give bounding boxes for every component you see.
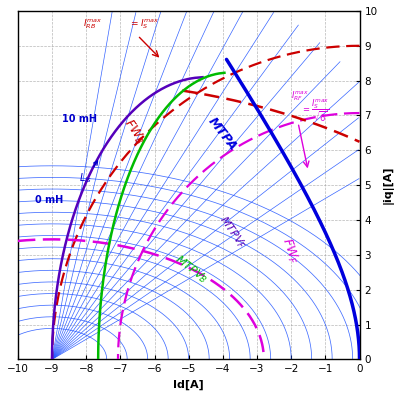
Text: $MTPV_F$: $MTPV_F$ [216,213,249,252]
Text: $= I^{max}_{S}$: $= I^{max}_{S}$ [129,17,159,31]
Text: 10 mH: 10 mH [62,114,97,124]
Text: 0 mH: 0 mH [35,195,63,204]
Text: $= \dfrac{I^{max}_{S}}{\sqrt{6}}$: $= \dfrac{I^{max}_{S}}{\sqrt{6}}$ [302,97,330,123]
Text: $I^{max}_{RB}$: $I^{max}_{RB}$ [83,17,103,31]
Text: $L_{is}$: $L_{is}$ [79,161,97,185]
Text: $MTPV_B$: $MTPV_B$ [172,252,210,287]
X-axis label: Id[A]: Id[A] [173,380,204,390]
Text: $FW_B$: $FW_B$ [120,117,148,147]
Text: MTPA: MTPA [206,115,240,153]
Text: $FW_F$: $FW_F$ [277,236,301,266]
Y-axis label: |iq|[A]: |iq|[A] [383,166,394,204]
Text: $I^{max}_{RF}$: $I^{max}_{RF}$ [291,89,309,102]
